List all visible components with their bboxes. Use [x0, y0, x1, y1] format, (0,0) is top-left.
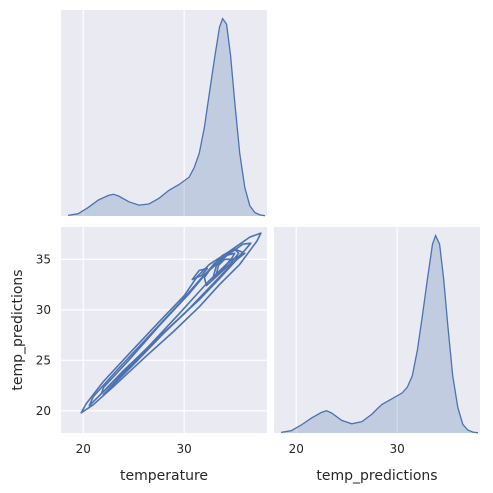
- x-axis-label-temp-predictions: temp_predictions: [316, 468, 437, 484]
- kde2d-x-tick-label-30: 30: [177, 442, 192, 456]
- temperature-diag-density-area: [68, 18, 265, 216]
- kde2d-y-tick-label-35: 35: [36, 252, 51, 266]
- kde2d-y-tick-label-20: 20: [36, 404, 51, 418]
- kde-contour-5: [203, 248, 240, 287]
- temp-predictions-diag-density-area: [281, 235, 478, 433]
- kde-contour-4: [191, 267, 209, 281]
- temp-predictions-diag-x-tick-label-20: 20: [289, 442, 304, 456]
- temp-predictions-diag-density-line: [280, 233, 479, 434]
- kde-contour-8: [102, 252, 246, 396]
- kde2d-y-tick-label-25: 25: [36, 353, 51, 367]
- kde2d-y-tick-label-30: 30: [36, 303, 51, 317]
- kde2d-x-tick-label-20: 20: [76, 442, 91, 456]
- x-axis-label-temperature: temperature: [120, 468, 208, 484]
- temp-predictions-diag-x-tick-label-30: 30: [390, 442, 405, 456]
- temperature-diag-panel: [61, 10, 267, 216]
- kde-contour-1: [80, 232, 262, 414]
- temperature-diag-density-line: [67, 17, 266, 217]
- temp-predictions-diag-panel: [274, 227, 480, 433]
- y-axis-label-temp-predictions: temp_predictions: [10, 269, 26, 390]
